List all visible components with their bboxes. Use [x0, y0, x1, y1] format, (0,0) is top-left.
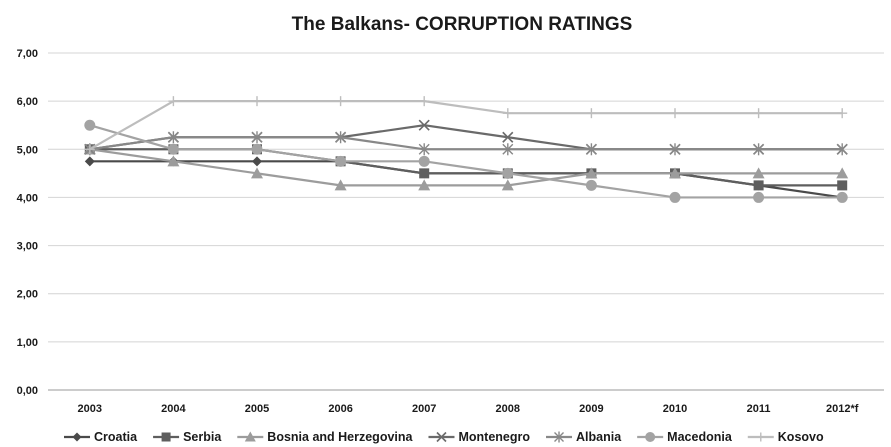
circle-marker — [251, 143, 263, 155]
plus-marker — [502, 108, 513, 119]
series-line — [89, 148, 843, 187]
circle-marker — [669, 191, 681, 203]
square-marker — [753, 180, 764, 191]
chart-title: The Balkans- CORRUPTION RATINGS — [292, 14, 633, 35]
triangle-marker — [251, 167, 263, 179]
y-tick-label: 3,00 — [17, 241, 38, 253]
circle-marker — [753, 191, 765, 203]
y-tick-label: 5,00 — [17, 144, 38, 156]
legend-label: Serbia — [183, 430, 222, 444]
circle-marker — [84, 119, 96, 131]
plus-marker — [756, 432, 766, 442]
y-tick-label: 7,00 — [17, 48, 38, 60]
x-axis: 2003 2004 2005 2006 2007 2008 2009 2010 2011 2012… — [78, 403, 859, 415]
legend-item-kosovo: Kosovo — [747, 430, 824, 444]
x-tick-label: 2008 — [496, 403, 520, 415]
plus-marker — [335, 96, 346, 107]
triangle-marker — [669, 167, 681, 179]
series-albania — [84, 131, 848, 156]
y-tick-label: 6,00 — [17, 96, 38, 108]
triangle-marker — [501, 179, 514, 191]
plus-marker — [252, 96, 262, 107]
series-line — [89, 124, 843, 199]
x-tick-label: 2011 — [747, 403, 771, 415]
series-bosnia-and-herzegovina — [83, 143, 849, 191]
legend: Croatia Serbia Bosnia and Herzegovina Monte… — [64, 430, 824, 444]
series-macedonia — [84, 119, 848, 203]
plus-marker — [670, 108, 680, 119]
series-group — [83, 96, 849, 203]
plus-marker — [84, 144, 95, 155]
star-marker — [335, 131, 347, 144]
circle-marker — [167, 143, 179, 155]
square-marker — [419, 168, 430, 179]
x-tick-label: 2009 — [579, 403, 603, 415]
plus-marker — [168, 96, 179, 107]
x-tick-label: 2007 — [412, 403, 436, 415]
legend-item-albania: Albania — [546, 430, 622, 444]
star-marker — [585, 143, 597, 156]
x-tick-label: 2003 — [78, 403, 102, 415]
star-marker — [753, 143, 765, 156]
x-marker — [436, 431, 447, 443]
y-tick-label: 4,00 — [17, 192, 38, 204]
x-tick-label: 2006 — [328, 403, 352, 415]
legend-item-montenegro: Montenegro — [428, 430, 530, 444]
x-tick-label: 2010 — [663, 403, 687, 415]
triangle-marker — [752, 167, 765, 179]
diamond-marker — [84, 156, 95, 167]
y-tick-label: 0,00 — [17, 385, 38, 397]
legend-label: Bosnia and Herzegovina — [267, 430, 413, 444]
series-line — [89, 136, 843, 151]
legend-item-bosnia-and-herzegovina: Bosnia and Herzegovina — [237, 430, 414, 444]
triangle-marker — [418, 179, 431, 191]
legend-label: Albania — [576, 430, 622, 444]
circle-marker — [502, 167, 514, 179]
legend-label: Montenegro — [458, 430, 530, 444]
legend-label: Kosovo — [778, 430, 824, 444]
star-marker — [502, 143, 514, 156]
x-marker — [502, 131, 514, 143]
circle-marker — [585, 179, 597, 191]
plus-marker — [753, 108, 764, 119]
series-line — [89, 100, 843, 151]
circle-marker — [335, 155, 347, 167]
series-kosovo — [84, 96, 848, 155]
x-tick-label: 2012*f — [826, 403, 859, 415]
legend-item-serbia: Serbia — [153, 430, 222, 444]
triangle-marker — [585, 167, 598, 179]
legend-item-croatia: Croatia — [64, 430, 138, 444]
triangle-marker — [334, 179, 347, 191]
x-tick-label: 2005 — [245, 403, 269, 415]
star-marker — [836, 143, 848, 156]
square-marker — [161, 432, 171, 442]
x-marker — [418, 119, 430, 131]
star-marker — [669, 143, 681, 156]
circle-marker — [836, 191, 848, 203]
triangle-marker — [167, 155, 180, 167]
plus-marker — [586, 108, 597, 119]
legend-label: Croatia — [94, 430, 138, 444]
triangle-marker — [836, 167, 849, 179]
plus-marker — [837, 108, 848, 119]
y-axis: 0,00 1,00 2,00 3,00 4,00 5,00 6,00 7,00 — [17, 48, 38, 397]
triangle-marker — [244, 431, 256, 442]
square-marker — [837, 180, 848, 191]
legend-item-macedonia: Macedonia — [637, 430, 733, 444]
plus-marker — [419, 96, 430, 107]
y-tick-label: 2,00 — [17, 289, 38, 301]
circle-marker — [645, 432, 656, 442]
star-marker — [251, 131, 263, 144]
diamond-marker — [252, 156, 262, 167]
y-tick-label: 1,00 — [17, 337, 38, 349]
star-marker — [167, 131, 179, 144]
series-croatia — [84, 156, 848, 203]
legend-label: Macedonia — [667, 430, 733, 444]
diamond-marker — [72, 432, 82, 442]
star-marker — [418, 143, 430, 156]
star-marker — [554, 431, 565, 443]
circle-marker — [418, 155, 430, 167]
x-tick-label: 2004 — [161, 403, 186, 415]
